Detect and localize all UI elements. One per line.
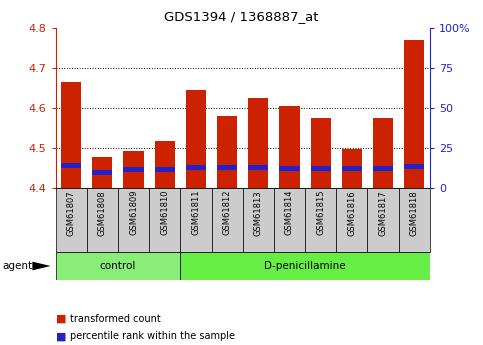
Bar	[336, 188, 368, 252]
Text: GSM61817: GSM61817	[379, 190, 387, 236]
Text: GSM61807: GSM61807	[67, 190, 76, 236]
Text: GSM61810: GSM61810	[160, 190, 169, 235]
Text: GDS1394 / 1368887_at: GDS1394 / 1368887_at	[164, 10, 319, 23]
Text: GSM61811: GSM61811	[191, 190, 200, 235]
Bar	[404, 40, 425, 188]
Bar	[118, 188, 149, 252]
Bar	[186, 165, 206, 170]
Bar	[155, 167, 175, 172]
Bar	[180, 252, 430, 280]
Text: ■: ■	[56, 332, 66, 341]
Bar	[342, 149, 362, 188]
Bar	[373, 118, 393, 188]
Text: D-penicillamine: D-penicillamine	[264, 261, 346, 271]
Text: percentile rank within the sample: percentile rank within the sample	[70, 332, 235, 341]
Text: GSM61808: GSM61808	[98, 190, 107, 236]
Text: GSM61816: GSM61816	[347, 190, 356, 236]
Bar	[373, 166, 393, 171]
Bar	[217, 165, 237, 170]
Bar	[311, 166, 331, 171]
Bar	[242, 188, 274, 252]
Bar	[56, 188, 87, 252]
Text: control: control	[100, 261, 136, 271]
Text: GSM61818: GSM61818	[410, 190, 419, 236]
Bar	[87, 188, 118, 252]
Text: GSM61813: GSM61813	[254, 190, 263, 236]
Bar	[180, 188, 212, 252]
Bar	[92, 157, 113, 188]
Bar	[279, 166, 299, 171]
Bar	[274, 188, 305, 252]
Bar	[149, 188, 180, 252]
Text: GSM61809: GSM61809	[129, 190, 138, 235]
Bar	[212, 188, 242, 252]
Bar	[368, 188, 398, 252]
Bar	[305, 188, 336, 252]
Bar	[248, 165, 269, 170]
Text: GSM61812: GSM61812	[223, 190, 232, 235]
Bar	[398, 188, 430, 252]
Bar	[342, 166, 362, 171]
Bar	[155, 141, 175, 188]
Bar	[279, 106, 299, 188]
Bar	[123, 151, 143, 188]
Bar	[404, 164, 425, 169]
Bar	[61, 163, 81, 168]
Bar	[311, 118, 331, 188]
Text: agent: agent	[2, 261, 32, 271]
Bar	[123, 167, 143, 172]
Bar	[92, 170, 113, 175]
Bar	[56, 252, 180, 280]
Text: GSM61814: GSM61814	[285, 190, 294, 235]
Polygon shape	[32, 262, 51, 270]
Bar	[248, 98, 269, 188]
Text: GSM61815: GSM61815	[316, 190, 325, 235]
Bar	[217, 116, 237, 188]
Bar	[186, 90, 206, 188]
Text: ■: ■	[56, 314, 66, 324]
Bar	[61, 82, 81, 188]
Text: transformed count: transformed count	[70, 314, 161, 324]
